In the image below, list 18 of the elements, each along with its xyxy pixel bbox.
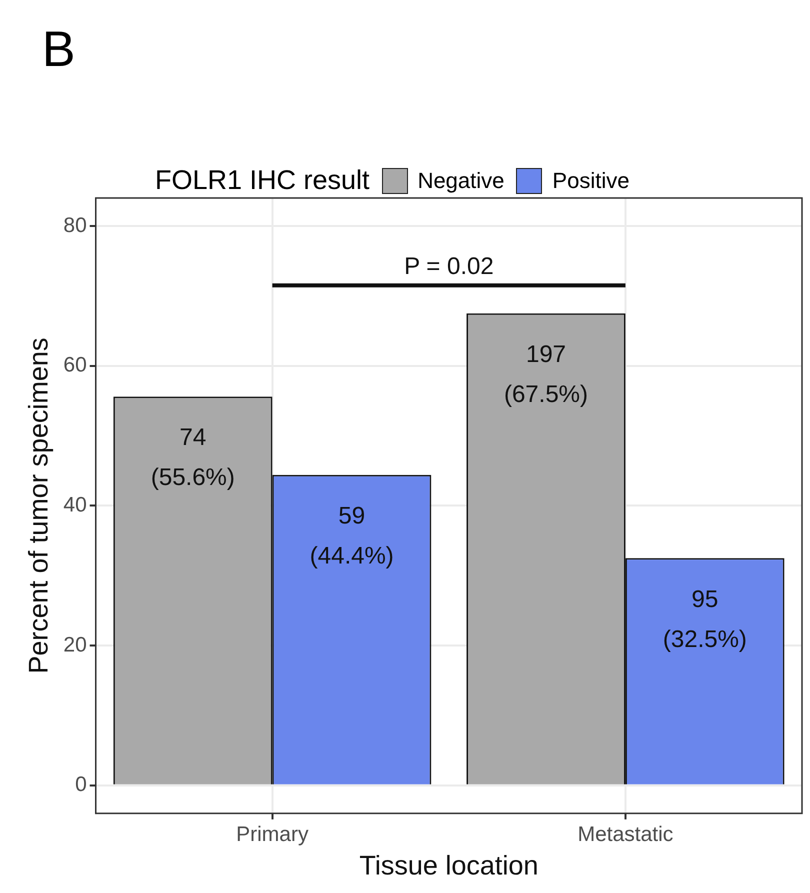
data-label: 59 (44.4%)	[310, 502, 394, 570]
y-tick-label: 40	[63, 493, 87, 516]
y-tick-label: 80	[63, 214, 87, 237]
data-label: 197 (67.5%)	[504, 341, 588, 408]
legend-label: Negative	[418, 168, 504, 194]
y-tick-label: 60	[63, 354, 87, 377]
legend-title: FOLR1 IHC result	[155, 165, 370, 196]
annotation: P = 0.02	[404, 253, 494, 280]
data-label: 95 (32.5%)	[662, 586, 747, 653]
legend-label: Positive	[552, 168, 630, 194]
chart-title: B	[42, 20, 76, 78]
data-label: 74 (55.6%)	[150, 424, 235, 492]
x-axis-title: Tissue location	[359, 850, 538, 880]
y-tick-label: 20	[63, 633, 87, 656]
y-tick-label: 0	[75, 773, 87, 796]
y-axis-title: Percent of tumor specimens	[24, 338, 54, 674]
x-tick-label: Primary	[236, 822, 309, 846]
x-tick-label: Metastatic	[578, 822, 674, 846]
